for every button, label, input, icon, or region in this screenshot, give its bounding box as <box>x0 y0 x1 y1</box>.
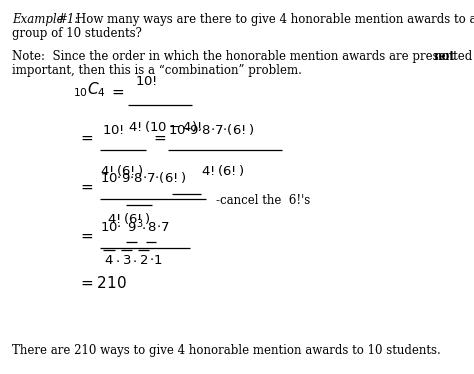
Text: important, then this is a “combination” problem.: important, then this is a “combination” … <box>12 64 302 77</box>
Text: How many ways are there to give 4 honorable mention awards to a: How many ways are there to give 4 honora… <box>76 13 474 26</box>
Text: ${\cdot}1$: ${\cdot}1$ <box>149 254 162 267</box>
Text: $4!(6!)$: $4!(6!)$ <box>107 211 150 226</box>
Text: $10{\cdot}9{\cdot}8{\cdot}7{\cdot}(6!)$: $10{\cdot}9{\cdot}8{\cdot}7{\cdot}(6!)$ <box>168 122 255 137</box>
Text: There are 210 ways to give 4 honorable mention awards to 10 students.: There are 210 ways to give 4 honorable m… <box>12 344 441 357</box>
Text: ${\cdot}$: ${\cdot}$ <box>141 221 146 234</box>
Text: not: not <box>434 50 456 64</box>
Text: $4!(6!)$: $4!(6!)$ <box>201 163 244 178</box>
Text: $10{\cdot}$: $10{\cdot}$ <box>100 221 121 234</box>
Text: $2$: $2$ <box>139 254 148 267</box>
Text: $=$: $=$ <box>109 85 125 99</box>
Text: $_{10}C_4$: $_{10}C_4$ <box>73 80 107 99</box>
Text: $10!$: $10!$ <box>135 75 157 88</box>
Text: ${\cdot}$: ${\cdot}$ <box>132 254 137 267</box>
Text: $=$: $=$ <box>78 131 94 145</box>
Text: $= 210$: $= 210$ <box>78 275 127 291</box>
Text: $3$: $3$ <box>122 254 132 267</box>
Text: $10!$: $10!$ <box>102 123 124 137</box>
Text: ${\cdot}7$: ${\cdot}7$ <box>156 221 170 234</box>
Text: $10{\cdot}9{\cdot}8{\cdot}7{\cdot}(6!)$: $10{\cdot}9{\cdot}8{\cdot}7{\cdot}(6!)$ <box>100 170 186 185</box>
Text: ${\cdot}$: ${\cdot}$ <box>115 254 119 267</box>
Text: $4!(10-4)!$: $4!(10-4)!$ <box>128 119 201 134</box>
Text: $=$: $=$ <box>78 180 94 194</box>
Text: $8$: $8$ <box>147 221 156 234</box>
Text: $=$: $=$ <box>151 131 167 145</box>
Text: $9$: $9$ <box>127 221 137 234</box>
Text: Example: Example <box>12 13 64 26</box>
Text: -cancel the  6!'s: -cancel the 6!'s <box>216 194 310 206</box>
Text: $4!(6!)$: $4!(6!)$ <box>100 163 143 178</box>
Text: group of 10 students?: group of 10 students? <box>12 27 142 40</box>
Text: $=$: $=$ <box>78 229 94 242</box>
Text: Note:  Since the order in which the honorable mention awards are presented is: Note: Since the order in which the honor… <box>12 50 474 64</box>
Text: $3$: $3$ <box>136 217 143 229</box>
Text: $4$: $4$ <box>104 254 114 267</box>
Text: #1:: #1: <box>57 13 78 26</box>
